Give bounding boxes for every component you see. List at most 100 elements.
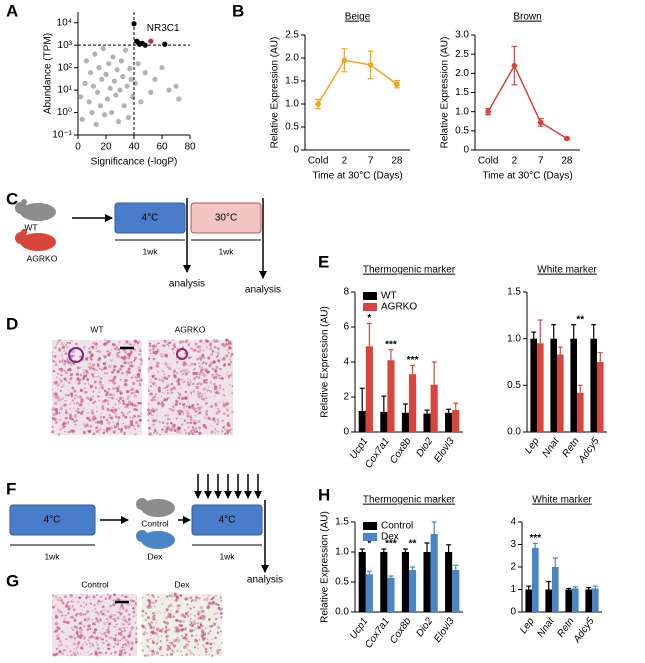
texture: [201, 614, 206, 618]
texture: [211, 349, 214, 352]
texture: [182, 636, 185, 640]
texture: [54, 363, 58, 367]
texture: [100, 386, 102, 389]
texture: [92, 610, 94, 612]
y-tick-label: 1: [510, 584, 516, 595]
texture: [198, 365, 201, 368]
texture: [166, 629, 168, 631]
texture: [83, 638, 85, 640]
texture: [82, 369, 84, 371]
texture: [82, 407, 85, 410]
texture: [103, 355, 107, 359]
texture: [128, 425, 131, 429]
texture: [125, 618, 127, 620]
texture: [229, 374, 233, 377]
texture: [114, 425, 118, 429]
texture: [86, 610, 90, 614]
texture: [217, 603, 220, 607]
texture: [74, 394, 77, 397]
texture: [131, 641, 134, 645]
texture: [204, 402, 207, 405]
texture: [154, 429, 157, 432]
texture: [89, 646, 92, 648]
texture: [122, 397, 125, 399]
duration-label: 1wk: [218, 246, 234, 256]
texture: [171, 426, 173, 429]
point: [92, 51, 98, 57]
texture: [78, 621, 82, 625]
texture: [137, 375, 141, 378]
texture: [185, 396, 189, 400]
texture: [135, 632, 138, 635]
texture: [128, 621, 130, 623]
texture: [166, 413, 170, 417]
texture: [218, 374, 221, 377]
texture: [172, 644, 177, 648]
texture: [166, 377, 169, 380]
texture: [135, 389, 139, 394]
texture: [87, 651, 89, 653]
texture: [122, 623, 125, 626]
texture: [109, 594, 112, 597]
texture: [53, 395, 56, 398]
texture: [210, 341, 212, 344]
texture: [66, 360, 70, 364]
x-tick-label: Lep: [518, 616, 537, 636]
y-tick-label: 10³: [58, 40, 73, 51]
texture: [128, 352, 132, 356]
texture: [76, 377, 80, 380]
texture: [58, 348, 61, 351]
texture: [124, 415, 128, 419]
texture: [200, 356, 203, 359]
texture: [217, 359, 221, 363]
mouse-label: WT: [24, 222, 37, 232]
texture: [187, 343, 190, 346]
texture: [72, 642, 76, 646]
texture: [103, 389, 107, 393]
texture: [197, 616, 201, 620]
texture: [135, 598, 138, 600]
texture: [104, 597, 108, 600]
point: [90, 83, 96, 89]
texture: [71, 386, 75, 390]
texture: [77, 643, 79, 646]
texture: [105, 651, 108, 654]
texture: [58, 367, 61, 371]
texture: [130, 392, 133, 394]
texture: [94, 608, 97, 610]
texture: [210, 654, 214, 658]
texture: [211, 352, 214, 354]
texture: [204, 362, 208, 365]
texture: [185, 409, 188, 413]
point: [511, 62, 518, 69]
point: [103, 71, 109, 77]
texture: [96, 620, 99, 623]
texture: [161, 379, 165, 383]
texture: [225, 348, 227, 351]
texture: [128, 631, 132, 634]
texture: [88, 635, 92, 640]
texture: [113, 347, 118, 351]
texture: [159, 640, 162, 642]
texture: [199, 606, 203, 610]
texture: [121, 637, 124, 640]
texture: [101, 600, 104, 603]
texture: [200, 614, 203, 617]
texture: [116, 354, 120, 358]
y-tick-label: 6: [343, 322, 349, 333]
texture: [67, 381, 71, 384]
texture: [127, 424, 129, 426]
texture: [197, 643, 199, 646]
texture: [92, 631, 96, 635]
texture: [212, 338, 216, 342]
point: [95, 89, 101, 95]
texture: [51, 430, 54, 434]
texture: [61, 358, 65, 361]
texture: [225, 372, 227, 375]
texture: [222, 393, 225, 397]
point: [128, 76, 134, 82]
y-axis-label: Relative Expression (AU): [440, 37, 451, 149]
texture: [59, 379, 63, 383]
texture: [119, 367, 122, 371]
point: [116, 118, 122, 125]
